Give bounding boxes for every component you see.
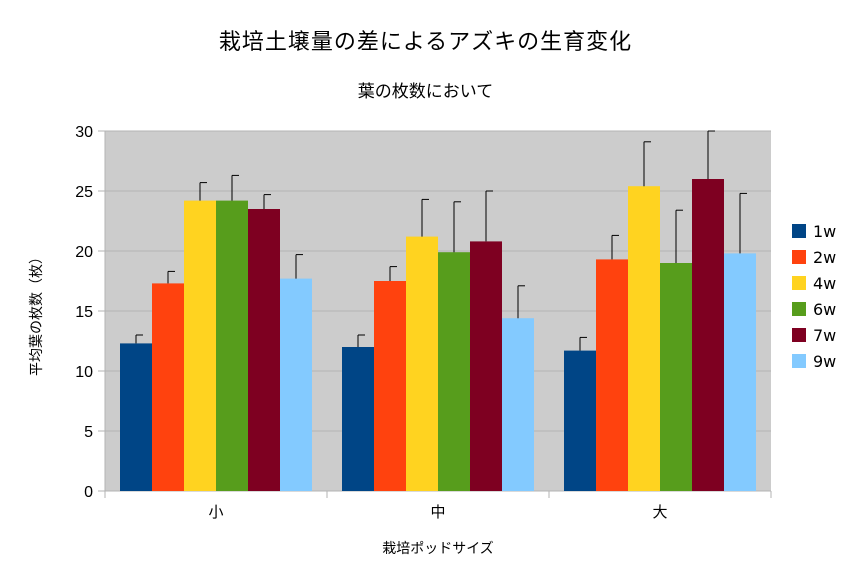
bar-6w-1 — [438, 252, 470, 491]
legend-swatch — [792, 302, 806, 316]
bar-4w-2 — [628, 186, 660, 491]
legend-label: 7w — [813, 325, 837, 345]
y-tick-label: 30 — [75, 124, 93, 141]
x-axis-label: 栽培ポッドサイズ — [382, 541, 494, 557]
bar-6w-2 — [660, 263, 692, 491]
legend-swatch — [792, 276, 806, 290]
legend-swatch — [792, 354, 806, 368]
bar-1w-0 — [120, 343, 152, 491]
legend-swatch — [792, 224, 806, 238]
legend-label: 1w — [813, 221, 837, 241]
bar-2w-2 — [596, 259, 628, 491]
legend-swatch — [792, 250, 806, 264]
y-tick-label: 25 — [75, 184, 93, 201]
bar-4w-1 — [406, 236, 438, 491]
legend-label: 4w — [813, 273, 837, 293]
y-tick-label: 0 — [84, 484, 93, 501]
legend-item: 9w — [792, 348, 836, 374]
bar-1w-2 — [564, 350, 596, 491]
legend-label: 2w — [813, 247, 837, 267]
legend-label: 6w — [813, 299, 837, 319]
y-tick-label: 20 — [75, 244, 93, 261]
bar-9w-1 — [502, 318, 534, 491]
bar-4w-0 — [184, 200, 216, 491]
bar-2w-1 — [374, 281, 406, 491]
chart-title: 栽培土壌量の差によるアズキの生育変化 — [218, 30, 633, 55]
x-tick-label: 中 — [430, 503, 445, 521]
x-tick-label: 大 — [652, 503, 667, 521]
chart-subtitle: 葉の枚数において — [357, 82, 494, 102]
x-tick-label: 小 — [208, 503, 223, 521]
bar-6w-0 — [216, 200, 248, 491]
bar-2w-0 — [152, 283, 184, 491]
bar-9w-2 — [724, 253, 756, 491]
legend-swatch — [792, 328, 806, 342]
legend-item: 7w — [792, 322, 836, 348]
legend-item: 2w — [792, 244, 836, 270]
legend-item: 4w — [792, 270, 836, 296]
bar-7w-0 — [248, 209, 280, 491]
chart-legend: 1w 2w 4w 6w 7w 9w — [792, 218, 836, 374]
y-tick-label: 5 — [84, 424, 93, 441]
bar-7w-2 — [692, 179, 724, 491]
bar-7w-1 — [470, 241, 502, 491]
bar-1w-1 — [342, 347, 374, 491]
legend-label: 9w — [813, 351, 837, 371]
y-tick-label: 10 — [75, 364, 93, 381]
bar-9w-0 — [280, 278, 312, 491]
legend-item: 1w — [792, 218, 836, 244]
legend-item: 6w — [792, 296, 836, 322]
y-tick-label: 15 — [75, 304, 93, 321]
